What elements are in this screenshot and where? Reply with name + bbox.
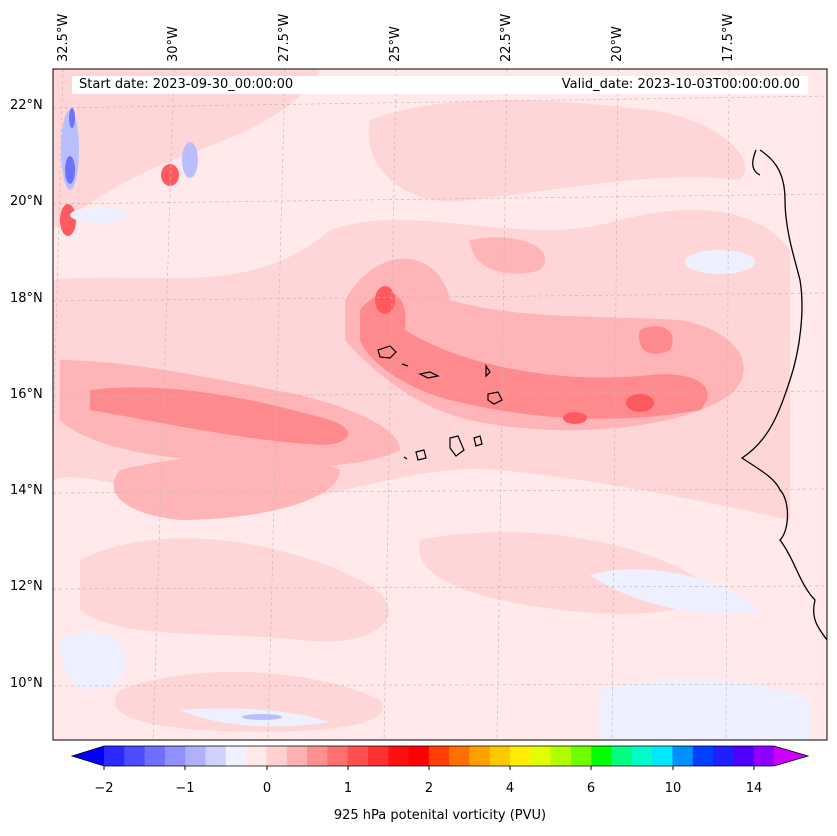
strong-negative-pv-contours (65, 108, 75, 184)
colorbar-segment (408, 746, 430, 766)
lat-label: 22°N (10, 98, 43, 113)
colorbar-segment (185, 746, 207, 766)
lat-label: 12°N (10, 579, 43, 594)
colorbar-segment (489, 746, 511, 766)
colorbar-segment (510, 746, 531, 766)
colorbar-segment (124, 746, 146, 766)
colorbar-tick-label: 6 (586, 781, 596, 796)
lon-label: 32.5°W (56, 13, 71, 62)
colorbar-segment (672, 746, 694, 766)
colorbar-segment (286, 746, 308, 766)
colorbar-tick-label: −2 (94, 781, 114, 796)
lon-label: 30°W (166, 26, 181, 62)
colorbar-tick-label: 0 (262, 781, 272, 796)
core-positive-pv-contours (60, 164, 654, 424)
lat-label: 10°N (10, 676, 43, 691)
colorbar-segment (266, 746, 288, 766)
colorbar-tick-label: 10 (664, 781, 682, 796)
colorbar-segment (246, 746, 268, 766)
map-frame (52, 68, 828, 741)
colorbar-segment (428, 746, 450, 766)
colorbar-tick-label: 14 (745, 781, 763, 796)
lat-label: 20°N (10, 194, 43, 209)
colorbar-segment (631, 746, 653, 766)
coastline (740, 149, 827, 641)
colorbar-segment (388, 746, 410, 766)
map-field (53, 69, 827, 740)
colorbar-segment (104, 746, 125, 766)
colorbar-segment (164, 746, 186, 766)
colorbar-segment (713, 746, 734, 766)
lon-label: 20°W (610, 26, 625, 62)
colorbar-segment (652, 746, 674, 766)
start-date-label: Start date: 2023-09-30_00:00:00 (79, 77, 294, 92)
colorbar-segment (530, 746, 552, 766)
colorbar-segment (327, 746, 349, 766)
colorbar-segment (550, 746, 572, 766)
colorbar-segment (367, 746, 389, 766)
colorbar-min-extension (72, 746, 104, 766)
lon-label: 27.5°W (277, 13, 292, 62)
colorbar-segment (449, 746, 471, 766)
colorbar-segment (753, 746, 775, 766)
colorbar-tick-label: 2 (424, 781, 434, 796)
colorbar-segment (591, 746, 613, 766)
colorbar-segment (469, 746, 491, 766)
colorbar (70, 745, 810, 770)
colorbar-segment (733, 746, 755, 766)
cape-verde-islands (377, 345, 503, 461)
graticule-lines (53, 69, 827, 740)
colorbar-label: 925 hPa potenital vorticity (PVU) (333, 808, 547, 823)
valid-date-label: Valid_date: 2023-10-03T00:00:00.00 (561, 77, 800, 92)
lon-label: 25°W (388, 26, 403, 62)
colorbar-segment (307, 746, 328, 766)
colorbar-segment (570, 746, 592, 766)
lat-label: 16°N (10, 387, 43, 402)
colorbar-tick-label: −1 (175, 781, 195, 796)
colorbar-tick-label: 1 (343, 781, 353, 796)
colorbar-segment (611, 746, 633, 766)
colorbar-segment (692, 746, 714, 766)
colorbar-segment (205, 746, 227, 766)
colorbar-max-extension (774, 746, 808, 766)
date-banner (72, 76, 808, 94)
strong-positive-pv-contours (90, 292, 708, 445)
weak-negative-pv-contours (60, 207, 810, 740)
lon-label: 22.5°W (499, 13, 514, 62)
colorbar-tick-label: 4 (505, 781, 515, 796)
colorbar-segment (347, 746, 369, 766)
lon-label: 17.5°W (721, 13, 736, 62)
colorbar-segment (144, 746, 166, 766)
lat-label: 14°N (10, 483, 43, 498)
colorbar-segment (225, 746, 247, 766)
lat-label: 18°N (10, 291, 43, 306)
